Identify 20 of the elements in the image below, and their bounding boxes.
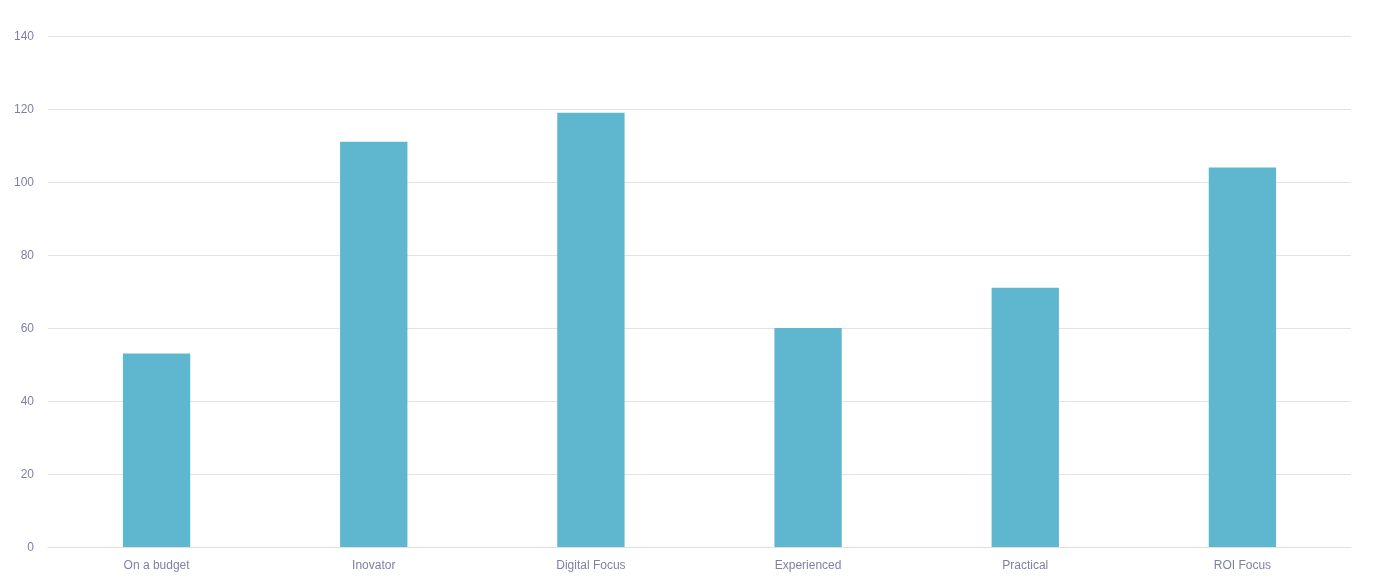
y-tick-label: 0 xyxy=(27,540,35,554)
x-tick-label: Digital Focus xyxy=(556,558,626,572)
bar xyxy=(340,141,408,547)
bar xyxy=(122,353,191,547)
y-tick-label: 140 xyxy=(13,29,35,43)
y-tick-label: 120 xyxy=(13,102,35,116)
x-tick-label: Practical xyxy=(1002,558,1049,572)
y-tick-label: 60 xyxy=(20,321,35,335)
bar xyxy=(774,328,842,547)
x-tick-label: Experienced xyxy=(774,558,842,572)
x-tick-label: Inovator xyxy=(352,558,396,572)
y-tick-label: 20 xyxy=(20,467,35,481)
y-tick-label: 40 xyxy=(20,394,35,408)
y-tick-label: 100 xyxy=(13,175,35,189)
x-tick-label: On a budget xyxy=(123,558,191,572)
y-tick-label: 80 xyxy=(20,248,35,262)
bar xyxy=(557,112,625,547)
x-tick-label: ROI Focus xyxy=(1213,558,1272,572)
bar xyxy=(991,287,1059,547)
bar xyxy=(1208,167,1277,547)
